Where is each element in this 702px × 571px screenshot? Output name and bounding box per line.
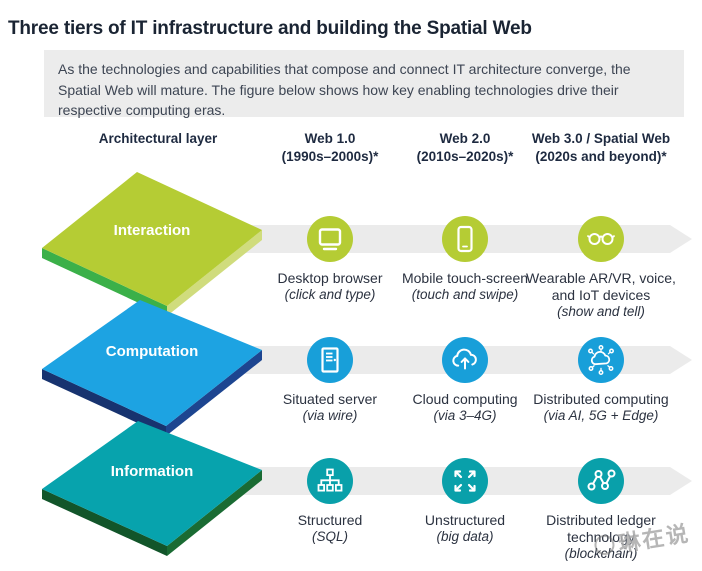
computation-layer-diamond	[42, 300, 262, 436]
cell-sub-text: (show and tell)	[557, 304, 645, 320]
layer-stack-diagram	[42, 172, 262, 556]
computation-layer-left-edge	[42, 369, 166, 436]
column-header-web3: Web 3.0 / Spatial Web (2020s and beyond)…	[518, 130, 684, 166]
cell-label-text: Cloud computing	[412, 391, 518, 407]
column-header-web1: Web 1.0 (1990s–2000s)*	[260, 130, 400, 166]
smartphone-icon	[442, 216, 488, 262]
information-layer-right-edge	[167, 470, 262, 556]
cell-web3-computation: Distributed computing (via AI, 5G + Edge…	[521, 391, 681, 425]
interaction-layer-left-edge	[42, 248, 167, 316]
icon-circle	[578, 458, 624, 504]
expand-arrows-icon	[442, 458, 488, 504]
cell-web2-information: Unstructured (big data)	[400, 512, 530, 546]
cloud-network-icon	[578, 337, 624, 383]
cell-sub-text: (via 3–4G)	[433, 408, 497, 424]
layer-label-computation: Computation	[105, 343, 199, 360]
layer-label-interaction: Interaction	[113, 222, 191, 239]
intro-callout: As the technologies and capabilities tha…	[44, 50, 684, 118]
cell-sub-text: (blockchain)	[564, 546, 638, 562]
cell-web1-information: Structured (SQL)	[255, 512, 405, 546]
sitemap-icon	[307, 458, 353, 504]
cell-sub-text: (via AI, 5G + Edge)	[543, 408, 659, 424]
computation-layer-face	[42, 300, 262, 426]
cell-web3-information: Distributed ledger technology (blockchai…	[521, 512, 681, 563]
cell-label-text: Wearable AR/VR, voice, and IoT devices	[526, 270, 676, 304]
cell-web2-interaction: Mobile touch-screen (touch and swipe)	[400, 270, 530, 304]
column-header-architectural-layer: Architectural layer	[98, 131, 218, 146]
cell-label-text: Distributed ledger technology	[546, 512, 656, 546]
layer-label-information: Information	[110, 463, 194, 480]
column-header-web2-line1: Web 2.0	[439, 131, 491, 146]
cell-label-text: Unstructured	[424, 512, 506, 528]
interaction-layer-right-edge	[167, 230, 262, 316]
cloud-upload-icon	[442, 337, 488, 383]
cell-label-text: Structured	[297, 512, 363, 528]
cell-sub-text: (touch and swipe)	[411, 287, 519, 303]
cell-web2-computation: Cloud computing (via 3–4G)	[400, 391, 530, 425]
icon-circle	[578, 337, 624, 383]
network-nodes-icon	[578, 458, 624, 504]
computation-layer-right-edge	[166, 350, 262, 436]
cell-sub-text: (via wire)	[302, 408, 358, 424]
cell-label-text: Desktop browser	[277, 270, 383, 286]
column-header-web2-line2: (2010s–2020s)*	[416, 148, 514, 164]
column-header-web2: Web 2.0 (2010s–2020s)*	[395, 130, 535, 166]
cell-sub-text: (click and type)	[284, 287, 376, 303]
interaction-layer-diamond	[42, 172, 262, 316]
column-header-web1-line1: Web 1.0	[304, 131, 356, 146]
cell-label-text: Situated server	[282, 391, 378, 407]
cell-web1-interaction: Desktop browser (click and type)	[255, 270, 405, 304]
information-layer-left-edge	[42, 489, 167, 556]
ar-glasses-icon	[578, 216, 624, 262]
icon-circle	[307, 216, 353, 262]
icon-circle	[442, 458, 488, 504]
column-header-web3-line1: Web 3.0 / Spatial Web	[531, 131, 671, 146]
cell-sub-text: (big data)	[436, 529, 494, 545]
interaction-layer-face	[42, 172, 262, 306]
column-header-web1-line2: (1990s–2000s)*	[281, 148, 379, 164]
icon-circle	[578, 216, 624, 262]
information-layer-face	[42, 421, 262, 546]
icon-circle	[442, 216, 488, 262]
cell-label-text: Distributed computing	[533, 391, 669, 407]
page-title: Three tiers of IT infrastructure and bui…	[8, 17, 532, 39]
cell-web1-computation: Situated server (via wire)	[255, 391, 405, 425]
cell-sub-text: (SQL)	[311, 529, 348, 545]
cell-web3-interaction: Wearable AR/VR, voice, and IoT devices (…	[521, 270, 681, 321]
monitor-icon	[307, 216, 353, 262]
intro-text: As the technologies and capabilities tha…	[58, 61, 631, 119]
server-icon	[307, 337, 353, 383]
information-layer-diamond	[42, 421, 262, 556]
column-header-web3-line2: (2020s and beyond)*	[535, 148, 667, 164]
watermark-badge-icon	[593, 533, 616, 557]
cell-label-text: Mobile touch-screen	[401, 270, 529, 286]
